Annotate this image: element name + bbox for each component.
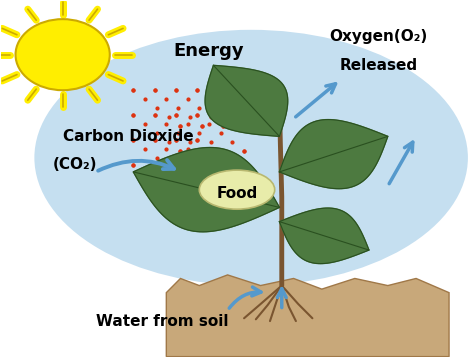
Ellipse shape: [199, 170, 275, 209]
Text: (CO₂): (CO₂): [53, 157, 98, 172]
Polygon shape: [133, 147, 279, 232]
Circle shape: [16, 19, 110, 90]
Text: Carbon Dioxide: Carbon Dioxide: [63, 129, 193, 144]
Polygon shape: [279, 208, 369, 263]
Polygon shape: [205, 65, 288, 136]
Polygon shape: [279, 120, 388, 189]
Text: Oxygen(O₂): Oxygen(O₂): [329, 29, 428, 44]
Ellipse shape: [35, 30, 468, 286]
Text: Released: Released: [339, 58, 418, 73]
Text: Energy: Energy: [173, 42, 244, 60]
Polygon shape: [166, 275, 449, 357]
Text: Food: Food: [216, 186, 258, 201]
Text: Water from soil: Water from soil: [96, 314, 228, 329]
